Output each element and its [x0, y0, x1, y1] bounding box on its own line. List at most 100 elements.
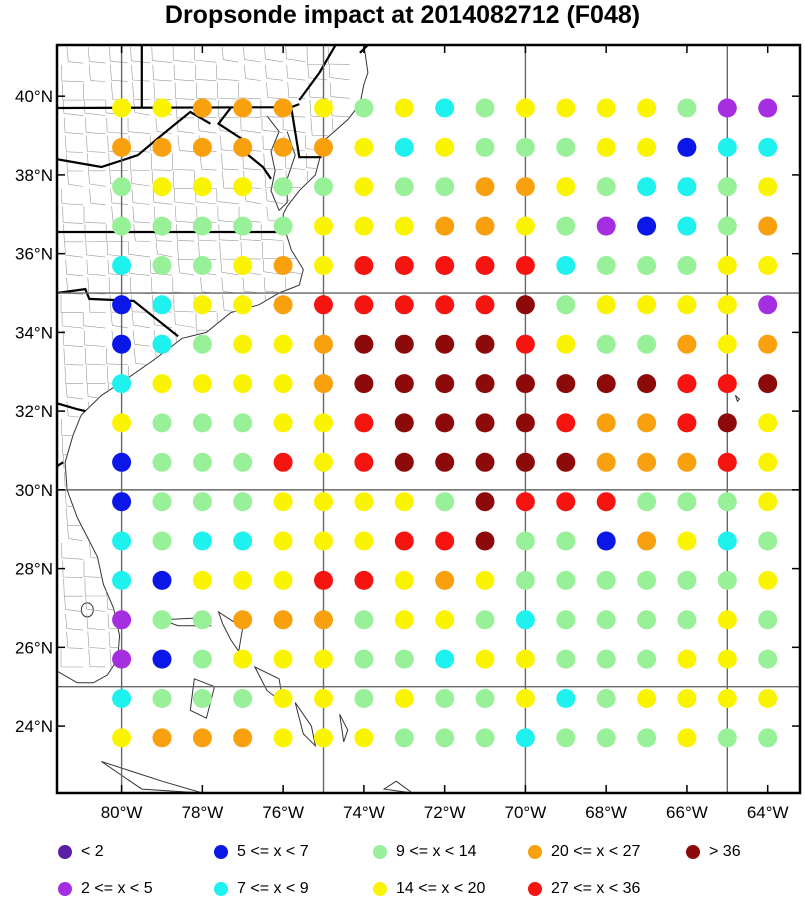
impact-point: [233, 256, 253, 275]
impact-point: [515, 689, 535, 708]
impact-point: [233, 177, 253, 197]
legend-label: < 2: [81, 843, 104, 860]
axis-ticks: 24°N 26°N 28°N 30°N 32°N 34°N 36°N 38°N 40°N 80°W…: [15, 45, 800, 822]
impact-point: [556, 256, 576, 275]
impact-point: [152, 452, 172, 472]
impact-point: [515, 452, 535, 472]
impact-point: [596, 295, 616, 315]
impact-point: [717, 334, 737, 354]
impact-point: [717, 295, 737, 315]
state-border: [298, 45, 337, 101]
impact-point: [596, 728, 616, 748]
impact-point: [394, 689, 414, 708]
impact-point: [556, 177, 576, 197]
impact-point: [314, 452, 333, 472]
impact-point: [637, 610, 657, 630]
impact-point: [717, 374, 737, 394]
impact-point: [394, 610, 414, 630]
impact-point: [637, 413, 657, 433]
impact-point: [556, 649, 576, 669]
impact-point: [637, 728, 657, 748]
impact-point: [596, 452, 616, 472]
island-outline: [734, 395, 741, 403]
impact-point: [394, 452, 414, 472]
impact-point: [152, 610, 172, 630]
impact-point: [394, 570, 414, 590]
impact-point: [354, 177, 374, 197]
impact-point: [637, 256, 657, 275]
impact-point: [556, 531, 576, 551]
impact-point: [314, 413, 333, 433]
impact-point: [233, 413, 253, 433]
impact-point: [515, 649, 535, 669]
impact-point: [152, 374, 172, 394]
legend-swatch: [58, 882, 72, 896]
impact-point: [394, 492, 414, 512]
lon-tick-label: 70°W: [505, 803, 547, 822]
impact-point: [677, 689, 697, 708]
impact-point: [314, 216, 333, 236]
impact-point: [475, 570, 495, 590]
impact-point: [435, 137, 455, 157]
impact-point: [515, 413, 535, 433]
impact-point: [233, 137, 253, 157]
impact-point: [717, 137, 737, 157]
impact-point: [233, 728, 253, 748]
impact-point: [192, 531, 212, 551]
impact-point: [556, 295, 576, 315]
legend-swatch: [373, 845, 387, 859]
impact-point: [637, 137, 657, 157]
impact-point: [677, 177, 697, 197]
impact-point: [475, 98, 495, 118]
impact-point: [233, 610, 253, 630]
impact-point: [273, 570, 293, 590]
impact-point: [435, 334, 455, 354]
impact-point: [515, 334, 535, 354]
impact-point: [152, 728, 172, 748]
impact-point: [112, 295, 132, 315]
lat-tick-label: 32°N: [15, 402, 53, 421]
impact-point: [758, 413, 778, 433]
impact-point: [233, 649, 253, 669]
lon-tick-label: 76°W: [262, 803, 304, 822]
impact-point: [677, 610, 697, 630]
lat-tick-label: 40°N: [15, 87, 53, 106]
impact-point: [677, 413, 697, 433]
impact-point: [596, 334, 616, 354]
impact-point: [515, 256, 535, 275]
impact-point: [354, 492, 374, 512]
impact-point: [112, 492, 132, 512]
impact-point: [435, 728, 455, 748]
legend-label: 27 <= x < 36: [551, 880, 641, 897]
impact-point: [354, 334, 374, 354]
impact-point: [192, 295, 212, 315]
legend-swatch: [686, 845, 700, 859]
impact-point: [354, 216, 374, 236]
impact-point: [435, 216, 455, 236]
impact-point: [112, 728, 132, 748]
impact-point: [475, 492, 495, 512]
impact-point: [192, 649, 212, 669]
impact-point: [717, 216, 737, 236]
impact-point: [596, 570, 616, 590]
legend-label: 5 <= x < 7: [237, 843, 309, 860]
impact-point: [637, 98, 657, 118]
lon-tick-label: 74°W: [343, 803, 385, 822]
impact-point: [515, 295, 535, 315]
impact-point: [758, 295, 778, 315]
impact-point: [233, 452, 253, 472]
island-outline: [294, 702, 317, 748]
impact-point: [354, 452, 374, 472]
impact-point: [273, 256, 293, 275]
impact-point: [515, 216, 535, 236]
impact-point: [273, 177, 293, 197]
lon-tick-label: 78°W: [181, 803, 223, 822]
impact-point: [758, 98, 778, 118]
impact-point: [758, 452, 778, 472]
impact-point: [233, 295, 253, 315]
legend-swatch: [373, 882, 387, 896]
impact-point: [273, 334, 293, 354]
impact-point: [112, 177, 132, 197]
impact-point: [717, 492, 737, 512]
impact-point: [556, 413, 576, 433]
